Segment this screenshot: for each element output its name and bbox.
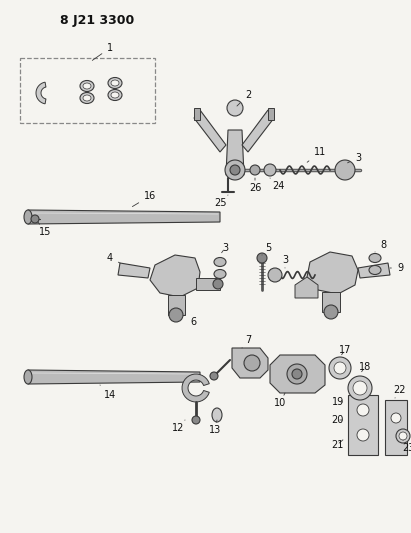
Polygon shape <box>226 130 244 175</box>
Circle shape <box>357 404 369 416</box>
Circle shape <box>210 372 218 380</box>
Polygon shape <box>196 278 220 290</box>
Circle shape <box>396 429 410 443</box>
Polygon shape <box>118 263 150 278</box>
Ellipse shape <box>83 95 91 101</box>
Circle shape <box>244 355 260 371</box>
Text: 19: 19 <box>332 397 344 407</box>
Ellipse shape <box>111 80 119 86</box>
Text: 13: 13 <box>209 420 221 435</box>
Text: 24: 24 <box>270 178 284 191</box>
Circle shape <box>268 268 282 282</box>
Polygon shape <box>150 255 200 297</box>
Circle shape <box>213 279 223 289</box>
Text: 10: 10 <box>274 393 286 408</box>
Circle shape <box>399 432 407 440</box>
Polygon shape <box>295 277 318 298</box>
Text: 15: 15 <box>38 222 51 237</box>
Text: 3: 3 <box>282 255 288 268</box>
Text: 7: 7 <box>242 335 251 348</box>
Text: 2: 2 <box>237 90 251 106</box>
Circle shape <box>227 100 243 116</box>
Circle shape <box>287 364 307 384</box>
Text: 25: 25 <box>214 195 228 208</box>
Ellipse shape <box>24 370 32 384</box>
Circle shape <box>230 165 240 175</box>
Text: 8: 8 <box>375 240 386 252</box>
Polygon shape <box>36 82 46 104</box>
Circle shape <box>335 160 355 180</box>
Polygon shape <box>268 108 274 120</box>
Ellipse shape <box>214 257 226 266</box>
Text: 3: 3 <box>222 243 228 253</box>
Polygon shape <box>194 108 200 120</box>
Text: 1: 1 <box>92 43 113 60</box>
Text: 22: 22 <box>394 385 406 398</box>
Text: 23: 23 <box>402 440 411 453</box>
Circle shape <box>225 160 245 180</box>
Ellipse shape <box>108 90 122 101</box>
Text: 20: 20 <box>331 415 343 425</box>
Text: 3: 3 <box>348 153 361 163</box>
Text: 12: 12 <box>172 420 185 433</box>
Ellipse shape <box>369 254 381 262</box>
Circle shape <box>31 215 39 223</box>
Ellipse shape <box>83 83 91 89</box>
Text: 17: 17 <box>339 345 351 355</box>
Polygon shape <box>307 252 358 294</box>
Text: 8 J21 3300: 8 J21 3300 <box>60 14 134 27</box>
Ellipse shape <box>111 92 119 98</box>
Ellipse shape <box>212 408 222 422</box>
Circle shape <box>348 376 372 400</box>
Text: 11: 11 <box>307 147 326 162</box>
Text: 5: 5 <box>262 243 271 255</box>
Bar <box>385 400 407 455</box>
Polygon shape <box>232 348 268 378</box>
Circle shape <box>250 165 260 175</box>
Circle shape <box>357 429 369 441</box>
Polygon shape <box>358 263 390 278</box>
Text: 4: 4 <box>107 253 120 263</box>
Text: 16: 16 <box>132 191 156 207</box>
Polygon shape <box>28 210 220 224</box>
Text: 18: 18 <box>359 362 371 372</box>
Polygon shape <box>270 355 325 393</box>
Ellipse shape <box>108 77 122 88</box>
Polygon shape <box>242 110 274 152</box>
Circle shape <box>334 362 346 374</box>
Ellipse shape <box>80 80 94 92</box>
Polygon shape <box>28 370 200 384</box>
FancyBboxPatch shape <box>20 58 155 123</box>
Circle shape <box>169 308 183 322</box>
Ellipse shape <box>80 93 94 103</box>
Ellipse shape <box>24 210 32 224</box>
Polygon shape <box>168 295 185 315</box>
Polygon shape <box>182 374 209 402</box>
Text: 14: 14 <box>100 385 116 400</box>
Polygon shape <box>322 292 340 312</box>
Circle shape <box>329 357 351 379</box>
Circle shape <box>192 416 200 424</box>
Circle shape <box>292 369 302 379</box>
Ellipse shape <box>214 270 226 279</box>
Circle shape <box>353 381 367 395</box>
Text: 9: 9 <box>390 263 403 273</box>
Text: 6: 6 <box>185 315 196 327</box>
Text: 26: 26 <box>249 178 261 193</box>
Circle shape <box>264 164 276 176</box>
Ellipse shape <box>369 265 381 274</box>
Polygon shape <box>194 110 226 152</box>
Circle shape <box>324 305 338 319</box>
Circle shape <box>391 413 401 423</box>
Text: 21: 21 <box>331 440 343 450</box>
Circle shape <box>257 253 267 263</box>
Bar <box>348 395 378 455</box>
